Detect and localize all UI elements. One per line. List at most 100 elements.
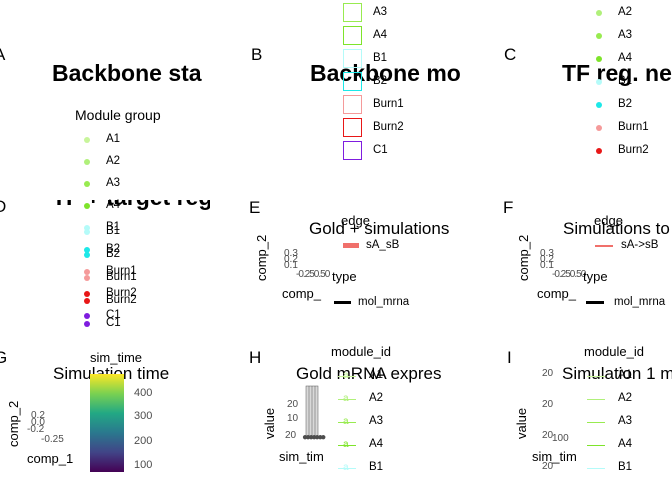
legend-dot: [84, 159, 90, 165]
legend-glyph: a: [343, 370, 349, 381]
panel-title: Simulation 1 m: [562, 364, 672, 383]
legend-glyph: a: [343, 462, 349, 473]
legend-dot: [596, 56, 602, 62]
panel-h: H Gold mRNA expres module_id value 20 10…: [240, 340, 480, 480]
colorbar: [90, 374, 124, 472]
legend-label: A2: [369, 392, 384, 404]
legend-box: [343, 95, 362, 114]
legend-line: [338, 399, 356, 400]
legend-label: A3: [106, 177, 121, 189]
legend-dot: [84, 269, 90, 275]
type-legend-key: [586, 301, 604, 304]
y-tick: 20: [287, 399, 299, 410]
panel-b: B Backbone mo: [224, 0, 464, 200]
legend-title-edge: edge: [341, 213, 370, 228]
y-tick: -0.2: [27, 424, 45, 435]
legend-box: [343, 3, 362, 22]
panel-title: Simulation time: [53, 364, 170, 383]
legend-title-type: type: [583, 269, 608, 284]
panel-c: C TF reg. ne: [464, 0, 672, 200]
panel-title: Backbone sta: [52, 60, 202, 86]
legend-label: B1: [373, 52, 388, 64]
legend-line: [587, 399, 605, 400]
legend-label: Burn2: [106, 287, 137, 299]
x-axis-label: comp_: [282, 286, 322, 301]
legend-dot: [84, 298, 90, 304]
legend-label: B2: [106, 248, 121, 260]
legend-label: A2: [106, 155, 121, 167]
legend-dot: [84, 275, 90, 281]
legend-title-edge: edge: [594, 213, 623, 228]
panel-title: Backbone mo: [310, 60, 461, 86]
legend-box: [343, 141, 362, 160]
legend-label: A3: [618, 29, 633, 41]
legend-title: module_id: [584, 344, 644, 359]
panel-tag: F: [503, 198, 514, 217]
panel-title: TF + target reg: [52, 200, 210, 211]
y-axis-label: comp_2: [6, 400, 21, 447]
legend-line: [338, 422, 356, 423]
legend-box: [343, 118, 362, 137]
colorbar-tick: 400: [134, 387, 153, 399]
legend-label: Burn1: [106, 265, 137, 277]
legend-dot: [596, 102, 602, 108]
legend-title: sim_time: [90, 350, 143, 365]
y-tick: 0.1: [284, 260, 298, 271]
legend-label: A3: [369, 415, 384, 427]
colorbar-tick: 100: [134, 459, 153, 471]
legend-label: A2: [618, 392, 633, 404]
legend-dot: [84, 137, 90, 143]
y-tick: 20: [542, 461, 554, 472]
legend-label: B2: [373, 75, 388, 87]
y-axis-label: value: [514, 407, 529, 439]
panel-f: F Simulations to edge comp_2 0.3 0.2 0.1…: [490, 195, 672, 335]
panel-tag: A: [0, 45, 5, 65]
legend-label: A1: [618, 369, 633, 381]
legend-dot: [84, 203, 90, 209]
panel-i: I Simulation 1 m module_id value 20 20 2…: [490, 340, 672, 480]
legend-title: module_id: [331, 344, 391, 359]
legend-glyph: a: [343, 439, 349, 450]
x-axis-label: comp_1: [27, 451, 74, 466]
legend-label: Burn2: [618, 144, 649, 156]
legend-label: A1: [106, 133, 121, 145]
legend-dot: [84, 229, 90, 235]
type-legend-label: mol_mrna: [614, 296, 666, 308]
y-axis-label: comp_2: [254, 234, 269, 281]
x-ticks: ●●●●●●●: [302, 432, 326, 443]
legend-dot: [84, 321, 90, 327]
y-tick: 0.0: [31, 417, 45, 428]
legend-line: [338, 376, 356, 377]
panel-tag: I: [507, 348, 512, 367]
legend-dot: [596, 148, 602, 154]
x-axis-label: comp_: [537, 286, 577, 301]
legend-label: A4: [618, 438, 633, 450]
panel-title: Gold + simulations: [309, 219, 450, 238]
legend-label: A1: [369, 369, 384, 381]
legend-label: C1: [106, 317, 121, 329]
legend-title-type: type: [332, 269, 357, 284]
y-tick: 10: [287, 413, 299, 424]
y-tick: 0.2: [31, 410, 45, 421]
legend-label: A3: [618, 415, 633, 427]
panel-tag: C: [504, 45, 517, 64]
panel-d: D TF + target reg: [0, 200, 210, 340]
y-tick: 0.2: [540, 254, 554, 265]
edge-legend-label: sA->sB: [621, 239, 659, 251]
panel-tag: D: [0, 200, 7, 216]
x-ticks: -0.250.50: [552, 269, 586, 280]
legend-box: [343, 49, 362, 68]
panel-tag: H: [249, 348, 262, 367]
edge-legend-key: [595, 245, 613, 247]
legend-label: A4: [369, 438, 384, 450]
edge-legend-key: [343, 243, 359, 248]
legend-label: C1: [106, 309, 121, 321]
legend-label: B1: [106, 221, 121, 233]
legend-label: Burn2: [106, 294, 137, 306]
legend-label: A3: [373, 6, 388, 18]
x-axis-label: sim_tim: [532, 449, 577, 464]
legend-label: B1: [618, 461, 633, 473]
y-tick: 0.1: [540, 260, 554, 271]
panel-title: Gold mRNA expres: [296, 364, 442, 383]
x-tick: -0.25: [41, 434, 64, 445]
